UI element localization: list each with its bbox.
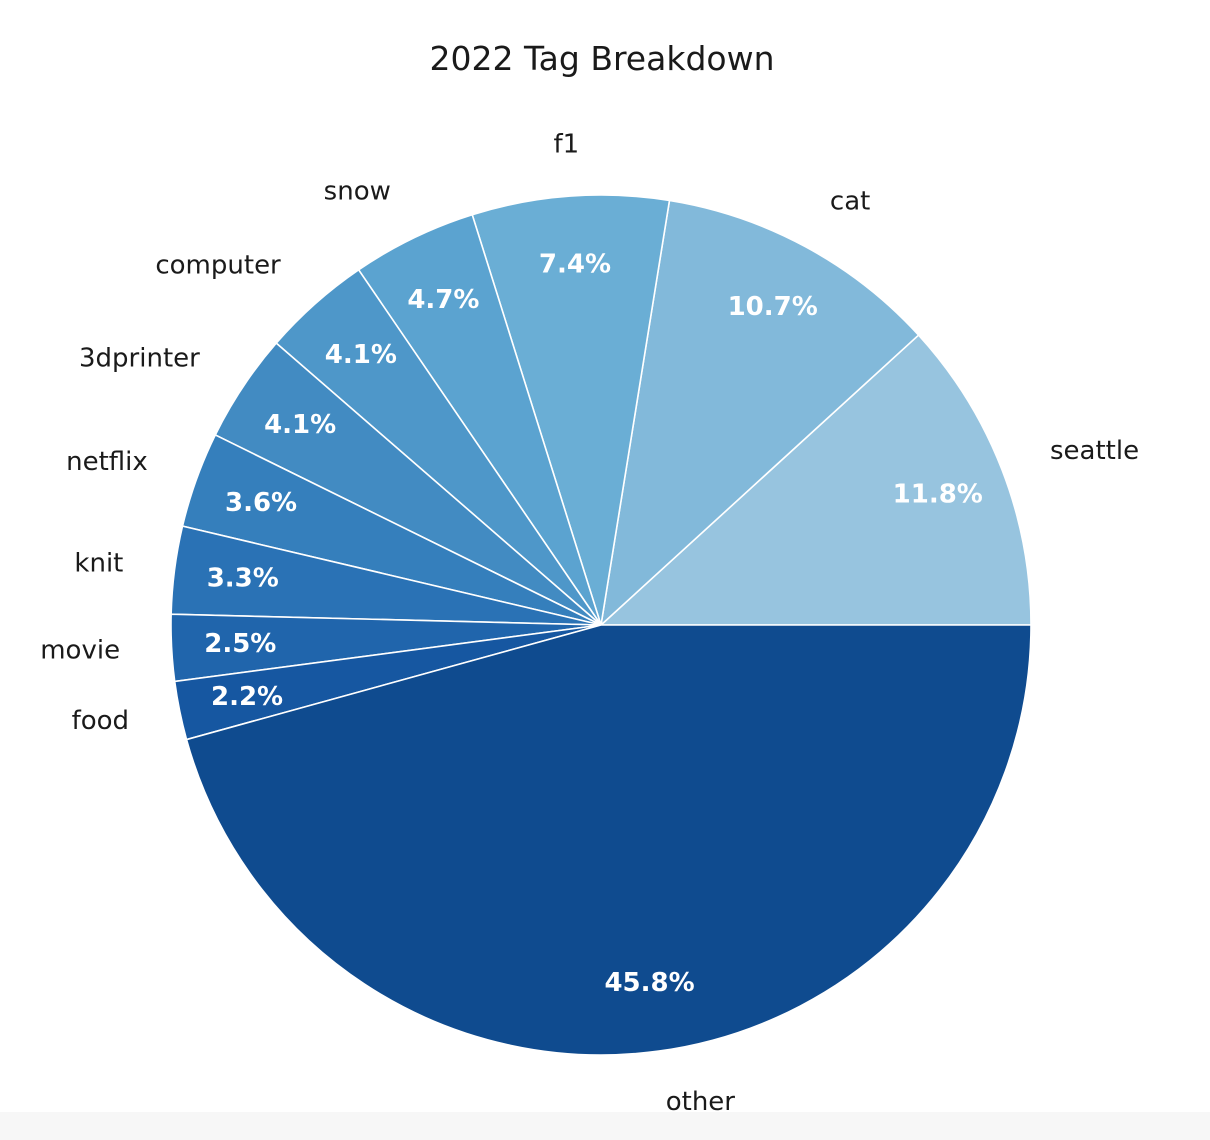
percent-label-f1: 7.4% [539,250,611,280]
category-label-netflix: netflix [66,447,148,477]
percent-label-other: 45.8% [604,968,694,998]
percent-label-food: 2.2% [211,682,283,712]
pie-slice-cat [599,199,920,628]
percent-label-3dprinter: 4.1% [264,410,336,440]
category-label-f1: f1 [553,130,579,160]
chart-title: 2022 Tag Breakdown [430,39,775,78]
category-label-computer: computer [155,250,281,280]
pie-slice-other [185,624,1032,1056]
category-label-seattle: seattle [1050,436,1139,466]
pie-slices [170,194,1032,1056]
pie-slice-f1 [471,194,671,626]
category-label-knit: knit [74,548,123,578]
bottom-strip [0,1112,1210,1140]
percent-labels: 11.8% 10.7% 7.4% 4.7% 4.1% 4.1% 3.6% 3.3% 2.5% 2.… [204,250,983,998]
percent-label-cat: 10.7% [728,292,818,322]
percent-label-netflix: 3.6% [225,488,297,518]
category-label-movie: movie [40,636,120,666]
percent-label-knit: 3.3% [207,564,279,594]
category-label-3dprinter: 3dprinter [79,344,200,374]
category-labels: seattle cat f1 snow computer 3dprinter netflix… [40,130,1139,1118]
category-label-cat: cat [830,186,870,216]
percent-label-movie: 2.5% [204,629,276,659]
pie-slice-seattle [598,333,1032,626]
percent-label-seattle: 11.8% [893,479,983,509]
category-label-snow: snow [324,177,391,207]
percent-label-computer: 4.1% [325,340,397,370]
category-label-food: food [72,706,129,736]
percent-label-snow: 4.7% [407,285,479,315]
